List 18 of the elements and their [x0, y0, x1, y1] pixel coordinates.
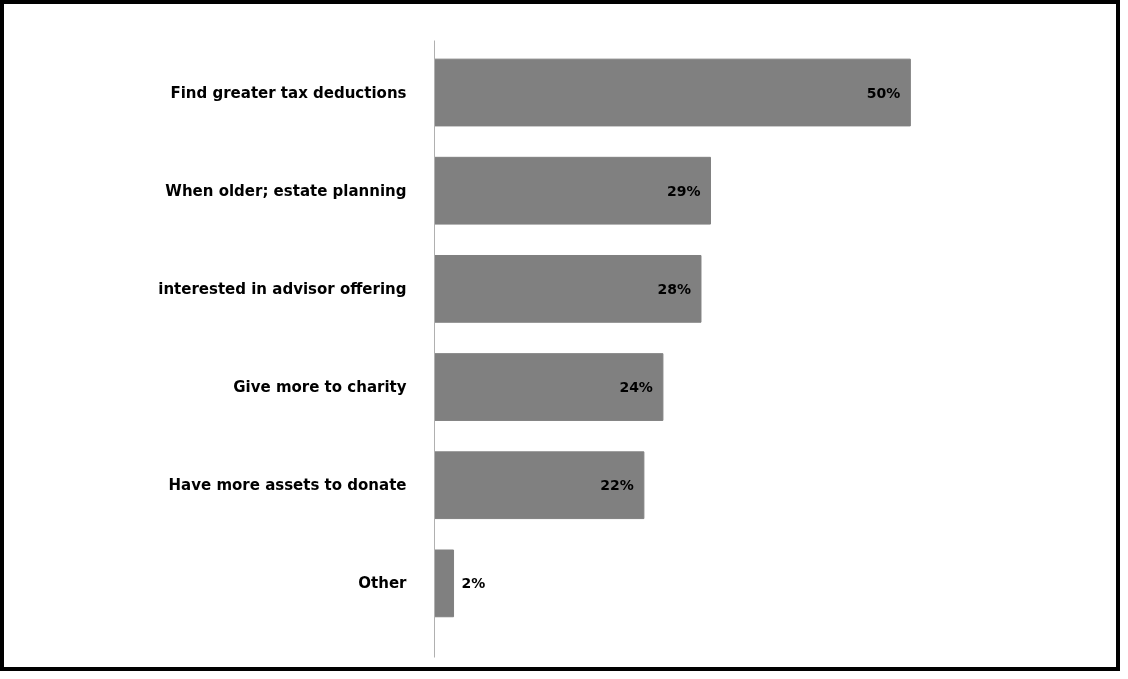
y-tick-label: Other — [358, 574, 408, 593]
data-label: 28% — [657, 280, 691, 297]
data-label: 22% — [600, 477, 634, 494]
bar — [434, 451, 645, 520]
data-label: 50% — [866, 84, 901, 101]
bar — [434, 58, 911, 127]
y-tick-label: interested in advisor offering — [158, 279, 407, 298]
data-label: 24% — [619, 379, 653, 396]
data-label: 2% — [461, 575, 486, 592]
y-tick-label: Find greater tax deductions — [170, 83, 407, 102]
bar — [434, 156, 711, 225]
bar — [434, 254, 702, 323]
y-tick-label: Give more to charity — [233, 378, 407, 397]
bar — [434, 549, 455, 618]
data-label: 29% — [666, 182, 701, 199]
bar — [434, 353, 664, 421]
y-tick-label: Have more assets to donate — [168, 476, 407, 495]
y-tick-label: When older; estate planning — [165, 181, 407, 200]
